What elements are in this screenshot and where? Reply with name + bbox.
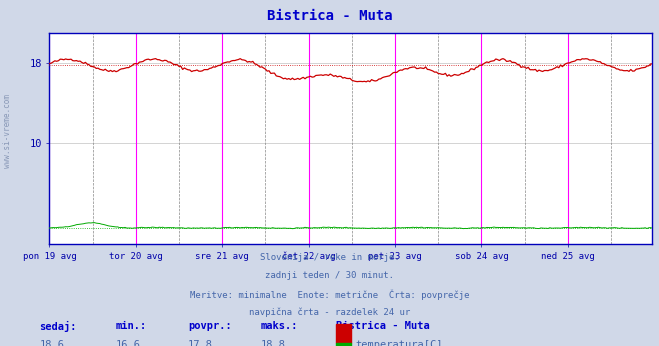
Text: 18,6: 18,6 (40, 340, 65, 346)
Text: min.:: min.: (115, 321, 146, 331)
Text: povpr.:: povpr.: (188, 321, 231, 331)
Text: Bistrica - Muta: Bistrica - Muta (267, 9, 392, 22)
Text: sedaj:: sedaj: (40, 321, 77, 332)
Text: Meritve: minimalne  Enote: metrične  Črta: povprečje: Meritve: minimalne Enote: metrične Črta:… (190, 289, 469, 300)
Text: 18,8: 18,8 (260, 340, 285, 346)
Text: Slovenija / reke in morje.: Slovenija / reke in morje. (260, 253, 399, 262)
Text: temperatura[C]: temperatura[C] (356, 340, 444, 346)
Text: 17,8: 17,8 (188, 340, 213, 346)
Text: www.si-vreme.com: www.si-vreme.com (3, 94, 13, 169)
Text: 16,6: 16,6 (115, 340, 140, 346)
Text: zadnji teden / 30 minut.: zadnji teden / 30 minut. (265, 271, 394, 280)
Text: maks.:: maks.: (260, 321, 298, 331)
Text: navpična črta - razdelek 24 ur: navpična črta - razdelek 24 ur (249, 307, 410, 317)
Text: Bistrica - Muta: Bistrica - Muta (336, 321, 430, 331)
